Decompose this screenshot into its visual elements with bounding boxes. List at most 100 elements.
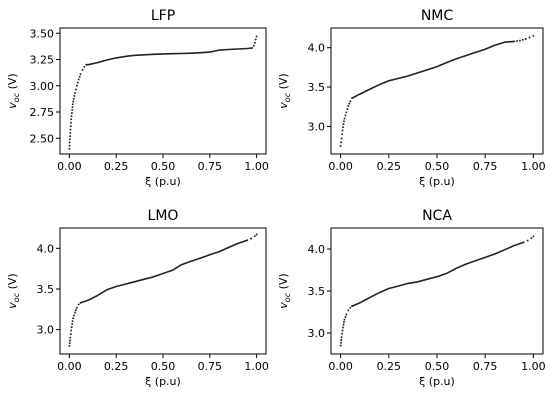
- ocv-curve-line: [351, 241, 525, 307]
- subplot-nmc: NMC 0.00 0.25 0.50 0.75 1.00 3.0 3.5 4.0 ξ (p.u) v…: [277, 8, 546, 188]
- subplot-lfp: LFP 0.00 0.25 0.50 0.75 1.00 2.50 2.75 3.00 3.25 3…: [6, 8, 269, 188]
- ocv-dotted-point: [77, 78, 80, 81]
- ocv-dotted-point: [341, 129, 344, 132]
- y-axis-label: voc (V): [277, 273, 292, 308]
- ocv-dotted-point: [344, 316, 347, 318]
- x-axis-label: ξ (p.u): [145, 375, 181, 388]
- x-tick-label: 0.75: [198, 160, 223, 173]
- y-label-symbol: v: [6, 302, 19, 309]
- ocv-dotted-point: [68, 141, 71, 144]
- ocv-dotted-point: [76, 81, 79, 84]
- ocv-dotted-point: [74, 311, 76, 314]
- x-tick-label: 0.50: [151, 160, 176, 173]
- ocv-curve-line: [79, 239, 249, 304]
- plot-frame: [59, 27, 267, 155]
- ocv-dotted-point: [346, 108, 349, 111]
- ocv-dotted-point: [68, 144, 71, 147]
- y-tick-label: 4.0: [308, 42, 326, 55]
- ocv-dotted-point: [340, 339, 343, 341]
- x-tick-label: 0.25: [104, 160, 129, 173]
- subplot-nca: NCA 0.00 0.25 0.50 0.75 1.00 3.0 3.5 4.0 ξ (p.u) v…: [277, 208, 546, 388]
- y-tick-label: 3.50: [30, 27, 55, 40]
- x-tick-label: 0.50: [425, 360, 450, 373]
- y-tick-label: 3.5: [308, 285, 326, 298]
- ocv-dotted-point: [339, 344, 342, 347]
- y-axis-label: voc (V): [6, 73, 21, 108]
- ocv-dotted-point: [340, 341, 342, 344]
- ocv-dotted-point: [70, 121, 72, 124]
- ocv-dotted-point: [79, 73, 82, 76]
- ocv-dotted-point: [344, 114, 347, 117]
- ocv-dotted-point: [72, 317, 75, 320]
- x-tick-label: 0.00: [57, 160, 82, 173]
- ocv-dotted-point: [343, 318, 346, 321]
- ocv-dotted-end-point: [528, 36, 531, 39]
- ocv-dotted-point: [68, 138, 71, 141]
- ocv-dotted-point: [343, 120, 345, 123]
- plot-frame: [59, 227, 267, 355]
- ocv-dotted-end-point: [521, 38, 524, 41]
- x-tick-label: 1.00: [521, 360, 546, 373]
- ocv-dotted-point: [74, 88, 77, 91]
- ocv-dotted-point: [70, 112, 73, 114]
- y-axis-label: voc (V): [277, 73, 292, 108]
- ocv-dotted-end-point: [254, 38, 257, 41]
- ocv-dotted-point: [351, 97, 354, 100]
- y-tick-label: 3.5: [37, 283, 55, 296]
- ocv-dotted-point: [75, 306, 78, 309]
- y-label-subscript: oc: [12, 292, 21, 302]
- ocv-dotted-end-point: [513, 40, 516, 43]
- y-tick-label: 3.0: [37, 324, 55, 337]
- ocv-dotted-end-point: [252, 44, 255, 47]
- ocv-dotted-end-point: [532, 34, 535, 37]
- ocv-dotted-point: [348, 102, 351, 105]
- x-tick-label: 0.75: [473, 160, 498, 173]
- ocv-dotted-end-point: [518, 39, 521, 42]
- y-label-symbol: v: [6, 102, 19, 109]
- x-tick-label: 0.00: [57, 360, 82, 373]
- x-tick-label: 0.75: [198, 360, 223, 373]
- ocv-dotted-point: [341, 332, 344, 335]
- x-tick-label: 0.25: [104, 360, 129, 373]
- x-axis-label: ξ (p.u): [419, 375, 455, 388]
- ocv-dotted-point: [340, 137, 343, 140]
- y-label-subscript: oc: [283, 292, 292, 302]
- ocv-dotted-point: [78, 75, 81, 78]
- ocv-dotted-point: [73, 314, 75, 317]
- chart-title: LFP: [151, 8, 175, 24]
- ocv-dotted-point: [72, 97, 75, 100]
- x-tick-label: 1.00: [521, 160, 546, 173]
- x-tick-label: 0.00: [328, 160, 353, 173]
- ocv-dotted-point: [339, 145, 342, 148]
- ocv-dotted-end-point: [255, 233, 258, 236]
- y-label-symbol: v: [277, 302, 290, 309]
- ocv-dotted-point: [341, 329, 344, 332]
- ocv-dotted-point: [349, 100, 352, 103]
- x-tick-label: 0.25: [377, 360, 402, 373]
- y-tick-label: 2.50: [30, 132, 55, 145]
- ocv-curve-line: [85, 47, 253, 66]
- ocv-dotted-point: [85, 63, 88, 66]
- ocv-dotted-end-point: [253, 235, 256, 238]
- ocv-dotted-point: [342, 123, 345, 126]
- ocv-dotted-point: [70, 326, 73, 329]
- ocv-curve-line: [351, 40, 515, 99]
- x-tick-label: 0.25: [377, 160, 402, 173]
- y-tick-label: 4.0: [308, 243, 326, 256]
- ocv-dotted-point: [69, 132, 72, 134]
- ocv-dotted-point: [69, 336, 72, 339]
- chart-title: NCA: [422, 208, 452, 224]
- x-axis-label: ξ (p.u): [145, 175, 181, 188]
- y-tick-label: 3.0: [308, 327, 326, 340]
- ocv-dotted-point: [74, 92, 76, 95]
- ocv-dotted-point: [347, 309, 350, 312]
- x-axis-label: ξ (p.u): [419, 175, 455, 188]
- y-tick-label: 2.75: [30, 106, 55, 119]
- chart-title: LMO: [148, 208, 179, 224]
- ocv-dotted-end-point: [253, 41, 256, 44]
- ocv-dotted-point: [340, 336, 343, 339]
- subplot-lmo: LMO 0.00 0.25 0.50 0.75 1.00 3.0 3.5 4.0 ξ (p.u) v…: [6, 208, 269, 388]
- ocv-dotted-end-point: [250, 237, 252, 240]
- x-tick-label: 1.00: [244, 160, 269, 173]
